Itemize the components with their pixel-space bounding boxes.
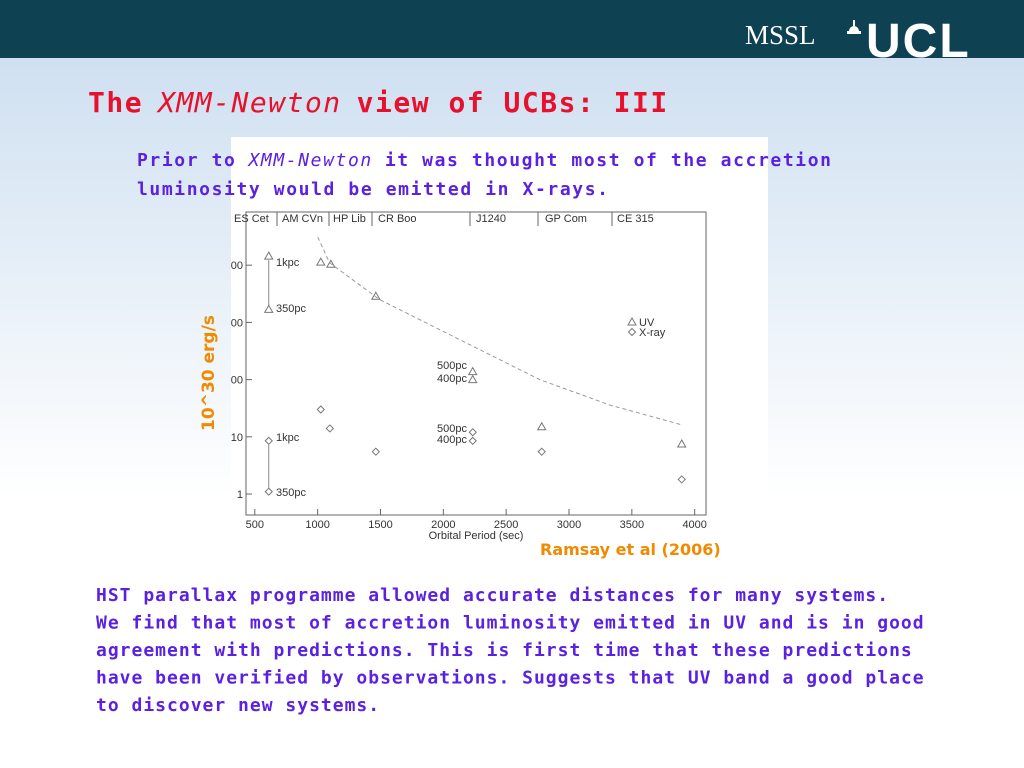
- point-annotation: 400pc: [437, 434, 467, 446]
- x-tick-label: 2000: [431, 519, 455, 531]
- intro-line: Prior to XMM-Newton it was thought most of…: [137, 150, 833, 171]
- system-label: J1240: [476, 213, 506, 225]
- diamond-marker: [627, 327, 637, 337]
- point-annotation: 350pc: [276, 303, 306, 315]
- y-axis-label: 10^30 erg/s: [199, 315, 219, 431]
- x-tick-label: 1000: [305, 519, 329, 531]
- y-tick-label: 1000: [219, 317, 243, 329]
- y-tick-label: 10: [231, 432, 243, 444]
- intro-text: it was thought most of the accretion: [385, 150, 833, 171]
- legend-label: X-ray: [639, 327, 666, 339]
- diamond-marker: [264, 436, 273, 446]
- body-line: agreement with predictions. This is firs…: [96, 640, 913, 661]
- body-line: to discover new systems.: [96, 695, 380, 716]
- triangle-marker: [325, 259, 336, 268]
- x-tick-label: 3500: [620, 519, 644, 531]
- triangle-marker: [370, 291, 381, 300]
- point-annotation: 400pc: [437, 373, 467, 385]
- system-label: CR Boo: [378, 213, 417, 225]
- point-annotation: 500pc: [437, 423, 467, 435]
- plot-frame: [245, 211, 707, 516]
- system-label: GP Com: [545, 213, 587, 225]
- body-text: HST parallax programme allowed accurate …: [96, 585, 925, 716]
- logo: UCL: [866, 15, 971, 68]
- slide-title: The XMM-Newton view of UCBs: III: [88, 86, 669, 119]
- x-tick-label: 1500: [368, 519, 392, 531]
- y-tick-label: 10000: [212, 260, 243, 272]
- system-label: ES Cet: [234, 213, 269, 225]
- x-tick-label: 2500: [494, 519, 518, 531]
- x-tick-label: 3000: [557, 519, 581, 531]
- diamond-marker: [537, 447, 546, 456]
- triangle-marker: [315, 257, 326, 266]
- point-annotation: 1kpc: [276, 257, 300, 269]
- citation: Ramsay et al (2006): [540, 540, 721, 559]
- triangle-marker: [263, 304, 274, 313]
- diamond-marker: [264, 487, 273, 496]
- triangle-marker: [676, 438, 687, 448]
- x-tick-label: 4000: [682, 519, 706, 531]
- intro-line: luminosity would be emitted in X-rays.: [137, 179, 610, 200]
- system-label: HP Lib: [333, 213, 366, 225]
- diamond-marker: [316, 405, 325, 414]
- diamond-marker: [677, 475, 686, 484]
- dome-icon: [847, 20, 861, 34]
- x-tick-label: 500: [246, 519, 264, 531]
- body-line: We find that most of accretion luminosit…: [96, 613, 925, 634]
- y-tick-label: 100: [225, 375, 243, 387]
- intro-italic: XMM-Newton: [247, 150, 373, 171]
- body-line: have been verified by observations. Sugg…: [96, 668, 925, 689]
- chart: Orbital Period (sec) 500 1000 1500 2000 2500…: [212, 137, 768, 550]
- diamond-marker: [325, 424, 335, 433]
- y-tick-label: 1: [237, 489, 243, 501]
- triangle-marker: [627, 316, 637, 326]
- x-axis-label: Orbital Period (sec): [429, 530, 524, 542]
- legend-label: UV: [639, 317, 655, 329]
- triangle-marker: [536, 421, 547, 431]
- title-text: The: [88, 86, 143, 119]
- intro-text: Prior to: [137, 150, 237, 171]
- point-annotation: 1kpc: [276, 432, 300, 444]
- org-name: MSSL: [745, 20, 816, 50]
- title-italic: XMM-Newton: [156, 86, 342, 119]
- diamond-marker: [468, 436, 477, 446]
- triangle-marker: [467, 374, 478, 384]
- point-annotation: 500pc: [437, 360, 467, 372]
- diamond-marker: [371, 447, 381, 456]
- body-line: HST parallax programme allowed accurate …: [96, 585, 889, 606]
- triangle-marker: [263, 251, 274, 260]
- diamond-marker: [468, 428, 477, 437]
- system-label: CE 315: [617, 213, 654, 225]
- point-annotation: 350pc: [276, 487, 306, 499]
- system-label: AM CVn: [282, 213, 323, 225]
- chart-background: [231, 137, 768, 550]
- title-text: view of UCBs: III: [357, 86, 669, 119]
